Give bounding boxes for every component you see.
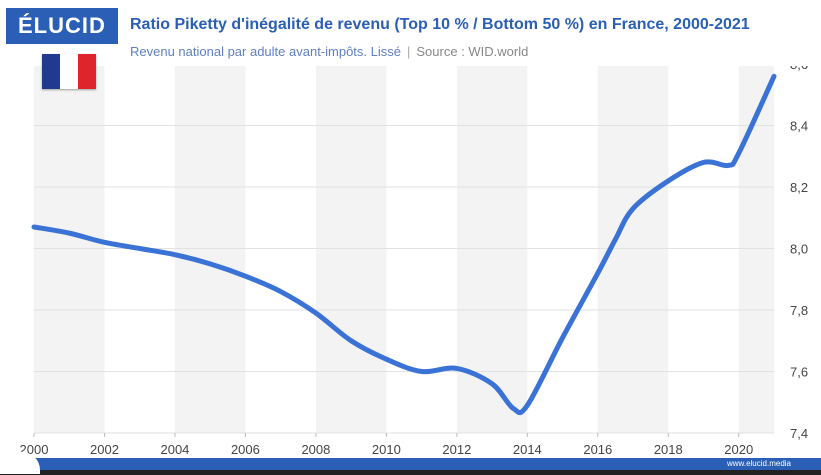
chart-header: ÉLUCID Ratio Piketty d'inégalité de reve… [0, 0, 821, 66]
x-tick-label: 2006 [231, 442, 260, 457]
subtitle-separator: | [407, 44, 411, 59]
subtitle-text: Revenu national par adulte avant-impôts.… [130, 44, 401, 59]
y-tick-label: 7,4 [790, 426, 808, 441]
y-tick-label: 7,6 [790, 365, 808, 380]
france-flag-icon [42, 54, 96, 89]
y-tick-label: 8,2 [790, 180, 808, 195]
footer-url[interactable]: www.elucid.media [726, 459, 791, 468]
flag-stripe-red [78, 54, 96, 89]
chart-subtitle: Revenu national par adulte avant-impôts.… [130, 44, 528, 59]
x-tick-label: 2002 [90, 442, 119, 457]
x-tick-label: 2008 [301, 442, 330, 457]
x-tick-label: 2004 [160, 442, 189, 457]
x-tick-label: 2010 [372, 442, 401, 457]
flag-stripe-white [60, 54, 78, 89]
y-tick-label: 7,8 [790, 303, 808, 318]
x-tick-label: 2016 [583, 442, 612, 457]
chart-title: Ratio Piketty d'inégalité de revenu (Top… [130, 16, 750, 33]
x-tick-label: 2014 [513, 442, 542, 457]
x-tick-label: 2020 [724, 442, 753, 457]
flag-stripe-blue [42, 54, 60, 89]
x-tick-label: 2012 [442, 442, 471, 457]
x-tick-label: 2018 [654, 442, 683, 457]
elucid-logo[interactable]: ÉLUCID [6, 8, 118, 44]
play-button[interactable] [0, 452, 40, 474]
source-label: Source : WID.world [416, 44, 529, 59]
series-line [31, 73, 777, 416]
footer-bar [34, 458, 821, 470]
y-tick-label: 8,4 [790, 119, 808, 134]
y-tick-label: 8,0 [790, 242, 808, 257]
